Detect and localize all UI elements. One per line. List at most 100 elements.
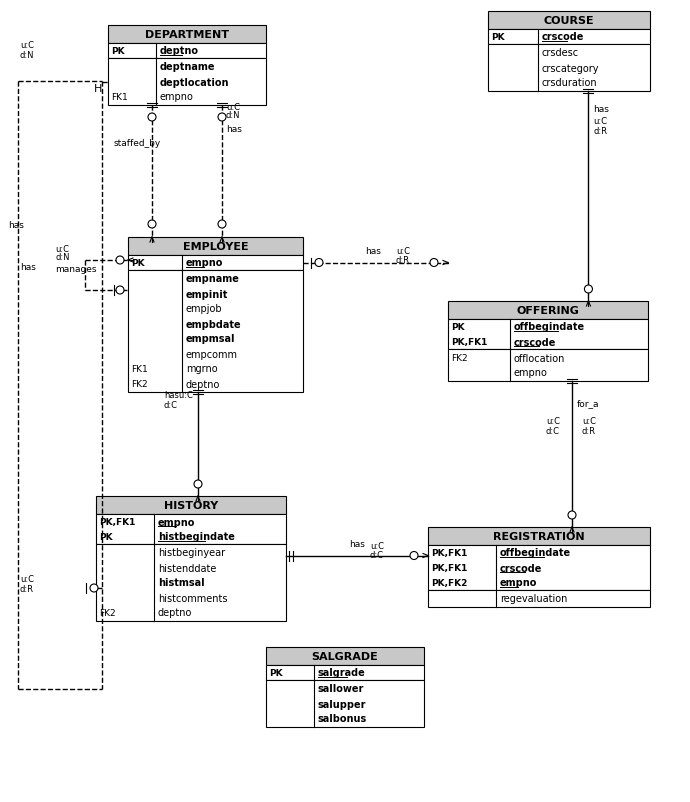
Text: d:N: d:N xyxy=(55,253,70,262)
Text: offbegindate: offbegindate xyxy=(514,322,585,332)
Text: d:N: d:N xyxy=(20,51,34,59)
Text: crscategory: crscategory xyxy=(542,63,600,74)
Text: PK,FK2: PK,FK2 xyxy=(431,578,467,587)
Text: u:C: u:C xyxy=(593,117,607,127)
Text: offbegindate: offbegindate xyxy=(500,548,571,558)
Bar xyxy=(266,647,424,665)
Bar xyxy=(128,270,303,392)
Text: empname: empname xyxy=(186,274,240,284)
Text: FK2: FK2 xyxy=(99,608,116,618)
Text: histbeginyear: histbeginyear xyxy=(158,548,225,558)
Text: PK: PK xyxy=(491,33,504,42)
Text: deptno: deptno xyxy=(160,47,199,56)
Text: deptname: deptname xyxy=(160,63,215,72)
Text: u:C: u:C xyxy=(20,573,34,583)
Text: u:C: u:C xyxy=(396,247,410,256)
Text: hasu:C: hasu:C xyxy=(164,391,193,400)
Circle shape xyxy=(584,286,593,294)
Text: d:R: d:R xyxy=(20,584,34,593)
Bar xyxy=(128,256,303,270)
Text: has: has xyxy=(8,221,24,230)
Text: empbdate: empbdate xyxy=(186,319,242,329)
Bar xyxy=(96,545,286,622)
Circle shape xyxy=(148,114,156,122)
Text: PK: PK xyxy=(131,259,145,268)
Text: salgrade: salgrade xyxy=(318,668,366,678)
Bar xyxy=(428,545,650,590)
Text: HISTORY: HISTORY xyxy=(164,500,218,510)
Text: deptno: deptno xyxy=(158,608,193,618)
Text: empno: empno xyxy=(158,516,195,527)
Text: SALGRADE: SALGRADE xyxy=(312,651,378,661)
Bar xyxy=(448,350,648,382)
Bar xyxy=(448,302,648,320)
Text: empno: empno xyxy=(514,368,548,378)
Bar xyxy=(96,496,286,514)
Text: crscode: crscode xyxy=(542,32,584,43)
Text: has: has xyxy=(366,247,382,256)
Text: mgrno: mgrno xyxy=(186,364,217,374)
Bar xyxy=(128,237,303,256)
Text: crsduration: crsduration xyxy=(542,79,598,88)
Text: has: has xyxy=(226,125,242,134)
Text: OFFERING: OFFERING xyxy=(517,306,580,316)
Circle shape xyxy=(410,552,418,560)
Circle shape xyxy=(148,221,156,229)
Text: empcomm: empcomm xyxy=(186,349,238,359)
Circle shape xyxy=(90,585,98,592)
Text: FK1: FK1 xyxy=(131,365,148,374)
Text: COURSE: COURSE xyxy=(544,16,594,26)
Text: PK,FK1: PK,FK1 xyxy=(99,517,135,526)
Bar xyxy=(428,528,650,545)
Text: FK2: FK2 xyxy=(451,354,468,363)
Circle shape xyxy=(116,286,124,294)
Text: deptno: deptno xyxy=(186,379,220,389)
Text: REGISTRATION: REGISTRATION xyxy=(493,532,585,541)
Bar xyxy=(108,44,266,59)
Text: histbegindate: histbegindate xyxy=(158,532,235,542)
Circle shape xyxy=(116,257,124,265)
Text: has: has xyxy=(349,539,365,549)
Text: histenddate: histenddate xyxy=(158,563,217,573)
Text: crsdesc: crsdesc xyxy=(542,48,579,59)
Text: staffed_by: staffed_by xyxy=(114,140,161,148)
Text: for_a: for_a xyxy=(577,399,600,408)
Text: d:C: d:C xyxy=(370,550,384,559)
Text: empno: empno xyxy=(186,258,224,268)
Text: H: H xyxy=(94,84,102,94)
Text: d:C: d:C xyxy=(546,426,560,435)
Text: offlocation: offlocation xyxy=(514,353,565,363)
Text: d:R: d:R xyxy=(396,256,410,265)
Text: sallower: sallower xyxy=(318,683,364,694)
Bar xyxy=(488,45,650,92)
Bar xyxy=(428,590,650,607)
Bar xyxy=(448,320,648,350)
Text: u:C: u:C xyxy=(55,244,69,253)
Text: has: has xyxy=(20,263,36,272)
Text: u:C: u:C xyxy=(582,417,596,426)
Text: u:C: u:C xyxy=(370,541,384,550)
Text: empno: empno xyxy=(160,92,194,103)
Text: d:R: d:R xyxy=(582,426,596,435)
Text: PK,FK1: PK,FK1 xyxy=(431,549,467,557)
Text: d:N: d:N xyxy=(226,111,241,120)
Text: u:C: u:C xyxy=(546,417,560,426)
Circle shape xyxy=(430,259,438,267)
Text: PK,FK1: PK,FK1 xyxy=(451,338,487,346)
Bar xyxy=(266,665,424,680)
Text: u:C: u:C xyxy=(226,103,240,112)
Text: regevaluation: regevaluation xyxy=(500,593,567,604)
Circle shape xyxy=(218,221,226,229)
Text: salbonus: salbonus xyxy=(318,714,367,723)
Text: FK2: FK2 xyxy=(131,379,148,388)
Text: histcomments: histcomments xyxy=(158,593,228,603)
Circle shape xyxy=(194,480,202,488)
Bar xyxy=(108,26,266,44)
Text: salupper: salupper xyxy=(318,699,366,709)
Text: empjob: empjob xyxy=(186,304,223,314)
Text: empno: empno xyxy=(500,577,538,588)
Bar xyxy=(108,59,266,106)
Text: deptlocation: deptlocation xyxy=(160,78,230,87)
Circle shape xyxy=(315,259,323,267)
Text: crscode: crscode xyxy=(500,563,542,573)
